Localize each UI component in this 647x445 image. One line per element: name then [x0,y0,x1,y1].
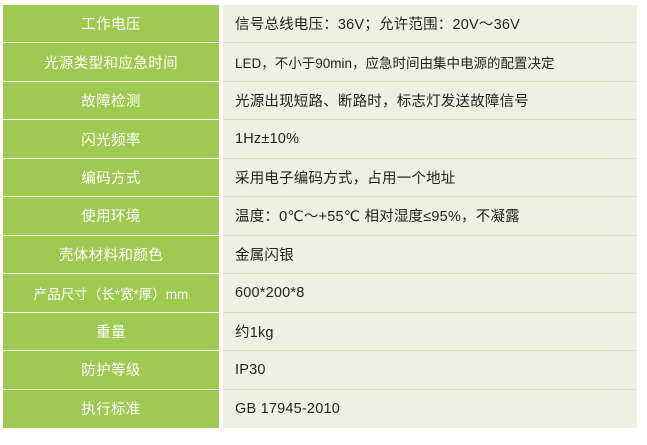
spec-label-light-source-and-emergency-time: 光源类型和应急时间 [3,43,219,82]
column-divider [219,351,223,390]
spec-value-product-dimensions: 600*200*8 [223,274,637,313]
spec-label-working-voltage: 工作电压 [3,5,219,44]
column-divider [219,43,223,82]
spec-label-fault-detection: 故障检测 [3,81,219,121]
column-divider [219,389,223,428]
spec-value-operating-environment: 温度：0℃～+55℃ 相对湿度≤95%，不凝露 [223,197,637,236]
table-row: 产品尺寸（长*宽*厚）mm 600*200*8 [3,274,637,313]
spec-value-encoding-method: 采用电子编码方式，占用一个地址 [223,158,637,198]
table-row: 壳体材料和颜色 金属闪银 [3,235,637,275]
spec-label-encoding-method: 编码方式 [3,158,219,198]
spec-label-product-dimensions: 产品尺寸（长*宽*厚）mm [3,274,219,313]
table-row: 重量 约1kg [3,312,637,352]
spec-value-working-voltage: 信号总线电压：36V；允许范围：20V～36V [223,5,637,44]
spec-value-protection-rating: IP30 [223,351,637,390]
column-divider [219,274,223,313]
table-row: 使用环境 温度：0℃～+55℃ 相对湿度≤95%，不凝露 [3,197,637,236]
column-divider [219,81,223,121]
spec-value-fault-detection: 光源出现短路、断路时，标志灯发送故障信号 [223,81,637,121]
column-divider [219,312,223,352]
table-row: 编码方式 采用电子编码方式，占用一个地址 [3,158,637,198]
column-divider [219,197,223,236]
spec-label-weight: 重量 [3,312,219,352]
spec-value-light-source-and-emergency-time: LED，不小于90min，应急时间由集中电源的配置决定 [223,43,637,82]
spec-label-operating-environment: 使用环境 [3,197,219,236]
spec-label-executive-standard: 执行标准 [3,389,219,428]
spec-value-flash-frequency: 1Hz±10% [223,120,637,159]
spec-value-shell-material-and-color: 金属闪银 [223,235,637,275]
table-row: 工作电压 信号总线电压：36V；允许范围：20V～36V [3,5,637,44]
table-row: 光源类型和应急时间 LED，不小于90min，应急时间由集中电源的配置决定 [3,43,637,82]
spec-value-weight: 约1kg [223,312,637,352]
column-divider [219,158,223,198]
column-divider [219,120,223,159]
spec-label-shell-material-and-color: 壳体材料和颜色 [3,235,219,275]
specification-table: 工作电压 信号总线电压：36V；允许范围：20V～36V 光源类型和应急时间 L… [3,5,637,428]
column-divider [219,235,223,275]
table-row: 故障检测 光源出现短路、断路时，标志灯发送故障信号 [3,81,637,121]
table-row: 闪光频率 1Hz±10% [3,120,637,159]
spec-label-protection-rating: 防护等级 [3,351,219,390]
table-row: 执行标准 GB 17945-2010 [3,389,637,428]
spec-label-flash-frequency: 闪光频率 [3,120,219,159]
table-row: 防护等级 IP30 [3,351,637,390]
spec-value-executive-standard: GB 17945-2010 [223,389,637,428]
column-divider [219,5,223,44]
